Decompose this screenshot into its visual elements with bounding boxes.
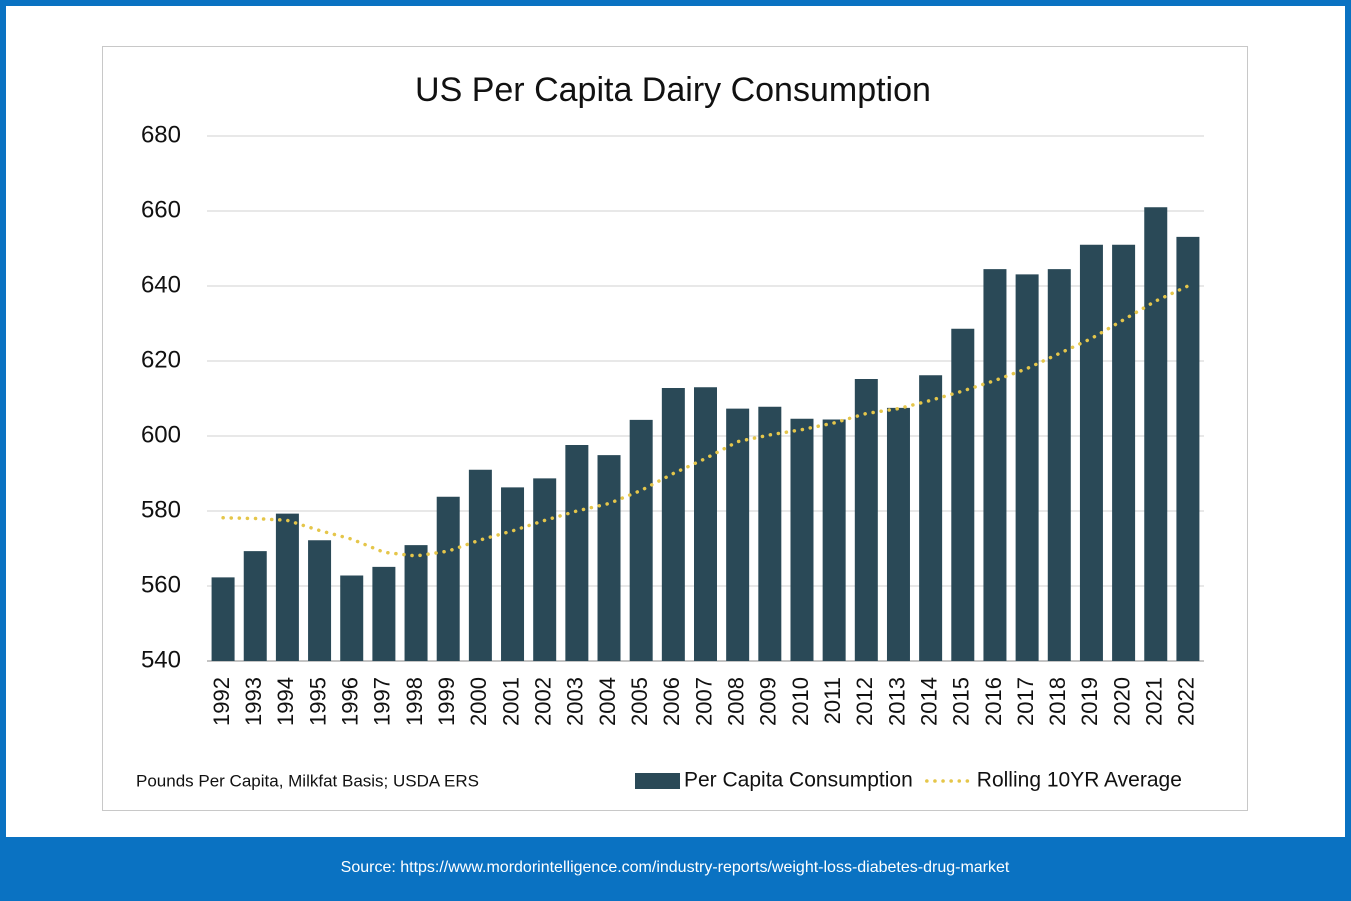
bar (340, 575, 364, 661)
x-tick-label: 2000 (466, 677, 491, 726)
x-tick-label: 1992 (209, 677, 234, 726)
bar (501, 487, 525, 661)
bar (597, 455, 621, 661)
x-tick-label: 2008 (723, 677, 748, 726)
bar (404, 545, 428, 661)
x-tick-label: 2020 (1109, 677, 1134, 726)
bar (533, 478, 557, 661)
bar (822, 419, 846, 661)
x-tick-label: 2002 (531, 677, 556, 726)
y-tick-label: 620 (141, 346, 181, 373)
chart-note: Pounds Per Capita, Milkfat Basis; USDA E… (136, 771, 479, 790)
bar (436, 496, 460, 661)
x-tick-label: 2016 (981, 677, 1006, 726)
bar (1047, 269, 1071, 661)
x-tick-label: 2010 (788, 677, 813, 726)
bar (694, 387, 717, 661)
x-tick-label: 2001 (498, 677, 523, 726)
bar (1015, 274, 1039, 661)
bar (565, 445, 589, 661)
x-tick-label: 1999 (434, 677, 459, 726)
chart-title: US Per Capita Dairy Consumption (415, 71, 931, 109)
bar (308, 540, 332, 661)
x-tick-label: 2022 (1174, 677, 1199, 726)
x-tick-label: 2017 (1013, 677, 1038, 726)
x-tick-label: 2006 (659, 677, 684, 726)
y-tick-label: 680 (141, 121, 181, 148)
y-tick-label: 640 (141, 271, 181, 298)
y-tick-label: 580 (141, 496, 181, 523)
bar (661, 388, 685, 661)
x-tick-label: 1996 (338, 677, 363, 726)
bar (919, 375, 943, 661)
bar (243, 551, 267, 661)
x-tick-label: 2009 (756, 677, 781, 726)
line (221, 284, 1190, 558)
bar (886, 407, 910, 661)
y-tick-label: 600 (141, 421, 181, 448)
x-tick-label: 2004 (595, 677, 620, 726)
legend-label: Rolling 10YR Average (977, 769, 1182, 792)
bar (951, 328, 975, 661)
x-tick-label: 1993 (241, 677, 266, 726)
x-tick-label: 2005 (627, 677, 652, 726)
legend-swatch (635, 773, 680, 789)
x-tick-label: 2014 (916, 677, 941, 726)
x-tick-label: 1994 (273, 677, 298, 726)
bar (1079, 244, 1103, 661)
bar (1176, 236, 1200, 661)
bar (372, 566, 396, 661)
y-tick-label: 540 (141, 646, 181, 673)
x-tick-label: 1997 (370, 677, 395, 726)
x-tick-label: 1995 (305, 677, 330, 726)
x-tick-label: 2007 (691, 677, 716, 726)
bar (1144, 207, 1168, 661)
x-tick-label: 2021 (1142, 677, 1167, 726)
bar (983, 269, 1007, 661)
bar (629, 419, 653, 661)
bar (1112, 244, 1136, 661)
y-tick-label: 660 (141, 196, 181, 223)
x-tick-label: 2013 (884, 677, 909, 726)
bar (790, 418, 814, 661)
x-tick-label: 2011 (820, 677, 845, 724)
x-tick-label: 2019 (1077, 677, 1102, 726)
x-tick-label: 1998 (402, 677, 427, 726)
x-tick-label: 2015 (949, 677, 974, 726)
x-tick-label: 2003 (563, 677, 588, 726)
bar (275, 513, 299, 661)
x-tick-label: 2012 (852, 677, 877, 726)
bar (758, 406, 782, 661)
bar (468, 469, 492, 661)
bar (211, 577, 235, 661)
bar (854, 379, 878, 661)
y-tick-label: 560 (141, 571, 181, 598)
bar (726, 408, 750, 661)
legend-label: Per Capita Consumption (684, 769, 913, 792)
source: Source: https://www.mordorintelligence.c… (341, 859, 1010, 876)
x-tick-label: 2018 (1045, 677, 1070, 726)
